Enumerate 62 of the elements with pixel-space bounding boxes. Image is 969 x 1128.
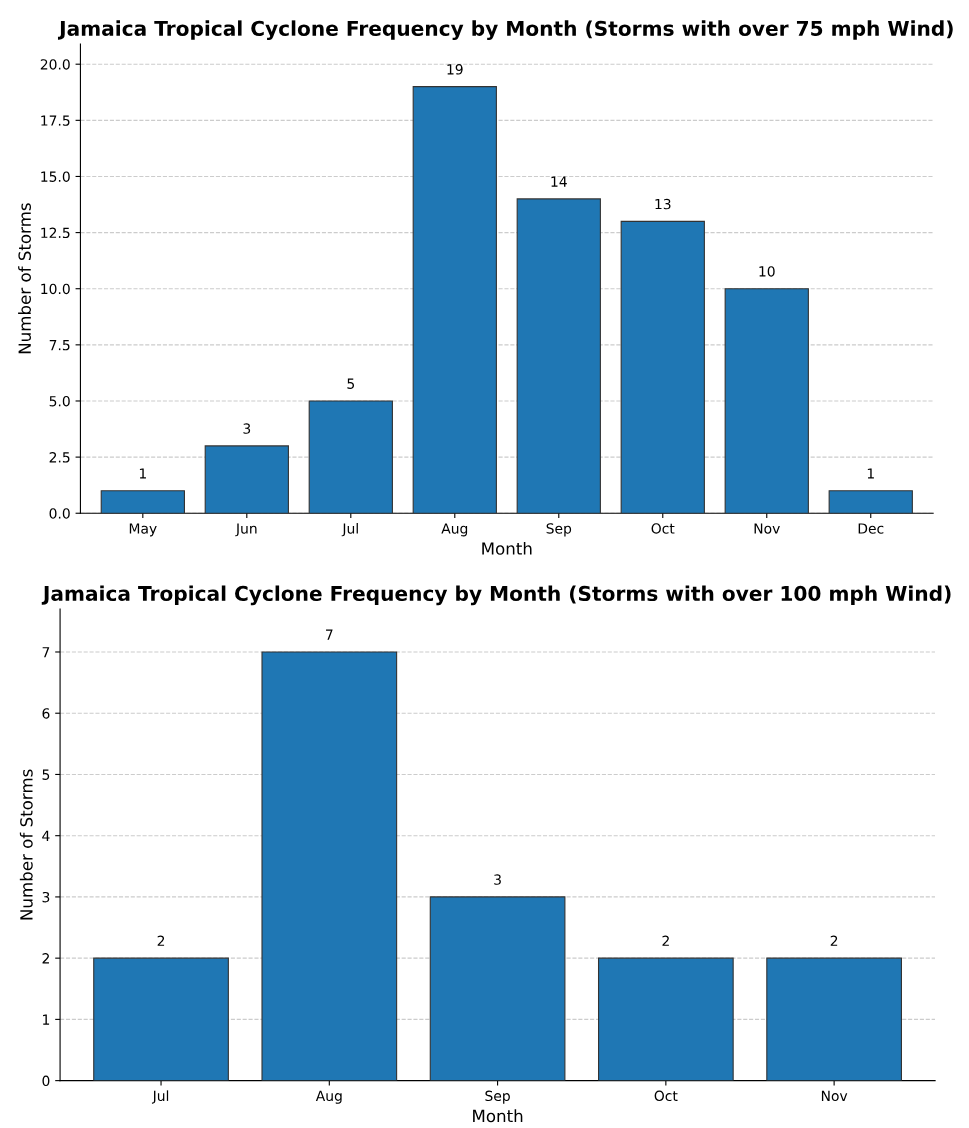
y-tick-label: 15.0 — [41, 171, 70, 182]
bar — [429, 896, 566, 1081]
bar — [724, 288, 809, 514]
x-tick-label: Sep — [546, 523, 572, 537]
y-tick-label: 2.5 — [49, 452, 70, 463]
data-label: 2 — [157, 935, 165, 946]
bar — [516, 198, 601, 514]
x-axis-title: Month — [482, 541, 532, 555]
data-label: 3 — [494, 874, 501, 885]
y-tick-label: 4 — [42, 830, 50, 841]
x-tick-label: Jun — [235, 523, 257, 537]
bar — [261, 651, 398, 1081]
data-label: 2 — [662, 935, 669, 946]
data-label: 3 — [243, 423, 251, 434]
y-tick-label: 3 — [42, 891, 50, 903]
x-tick-label: Oct — [651, 523, 675, 534]
y-tick-label: 0 — [42, 1075, 50, 1087]
x-tick-label: Aug — [315, 1090, 342, 1104]
chart-title: Jamaica Tropical Cyclone Frequency by Month (Storms with over 75 mph Wind) — [57, 20, 953, 40]
data-label: 1 — [867, 468, 874, 479]
bar — [597, 957, 734, 1081]
data-label: 7 — [326, 629, 333, 640]
y-tick-label: 10.0 — [41, 283, 70, 295]
x-axis-title: Month — [473, 1109, 523, 1123]
data-label: 10 — [759, 266, 775, 277]
y-tick-label: 1 — [43, 1014, 50, 1025]
x-tick-label: Dec — [858, 523, 884, 534]
bar — [100, 490, 185, 514]
bar — [308, 400, 393, 514]
y-tick-label: 7 — [42, 647, 50, 658]
y-axis-title: Number of Storms — [18, 203, 31, 354]
bar — [828, 490, 913, 514]
chart-title: Jamaica Tropical Cyclone Frequency by Month (Storms with over 100 mph Wind) — [41, 585, 951, 606]
data-label: 1 — [139, 468, 146, 479]
x-tick-label: Jul — [151, 1090, 169, 1104]
x-tick-label: Nov — [754, 523, 780, 534]
y-tick-label: 17.5 — [41, 115, 70, 126]
data-label: 2 — [830, 935, 838, 946]
data-label: 19 — [447, 64, 463, 75]
y-tick-label: 5.0 — [49, 395, 70, 407]
x-tick-label: Aug — [441, 523, 468, 537]
y-tick-label: 12.5 — [41, 227, 70, 239]
y-tick-label: 5 — [42, 769, 50, 780]
x-tick-label: Jul — [341, 522, 358, 537]
x-tick-label: Sep — [485, 1090, 510, 1104]
data-label: 13 — [655, 198, 671, 210]
data-label: 5 — [347, 378, 355, 389]
y-tick-label: 6 — [42, 708, 50, 719]
y-tick-label: 7.5 — [49, 340, 70, 351]
data-label: 14 — [551, 176, 567, 187]
bar — [204, 445, 289, 514]
y-axis-title: Number of Storms — [19, 769, 33, 920]
y-tick-label: 20.0 — [40, 59, 70, 70]
bar — [766, 957, 902, 1081]
y-tick-label: 0.0 — [49, 508, 70, 519]
x-tick-label: Oct — [654, 1090, 678, 1102]
bar — [93, 957, 229, 1081]
y-tick-label: 2 — [42, 953, 49, 964]
bar — [412, 86, 497, 514]
x-tick-label: Nov — [821, 1090, 848, 1102]
bar — [620, 220, 705, 514]
x-tick-label: May — [129, 523, 157, 537]
